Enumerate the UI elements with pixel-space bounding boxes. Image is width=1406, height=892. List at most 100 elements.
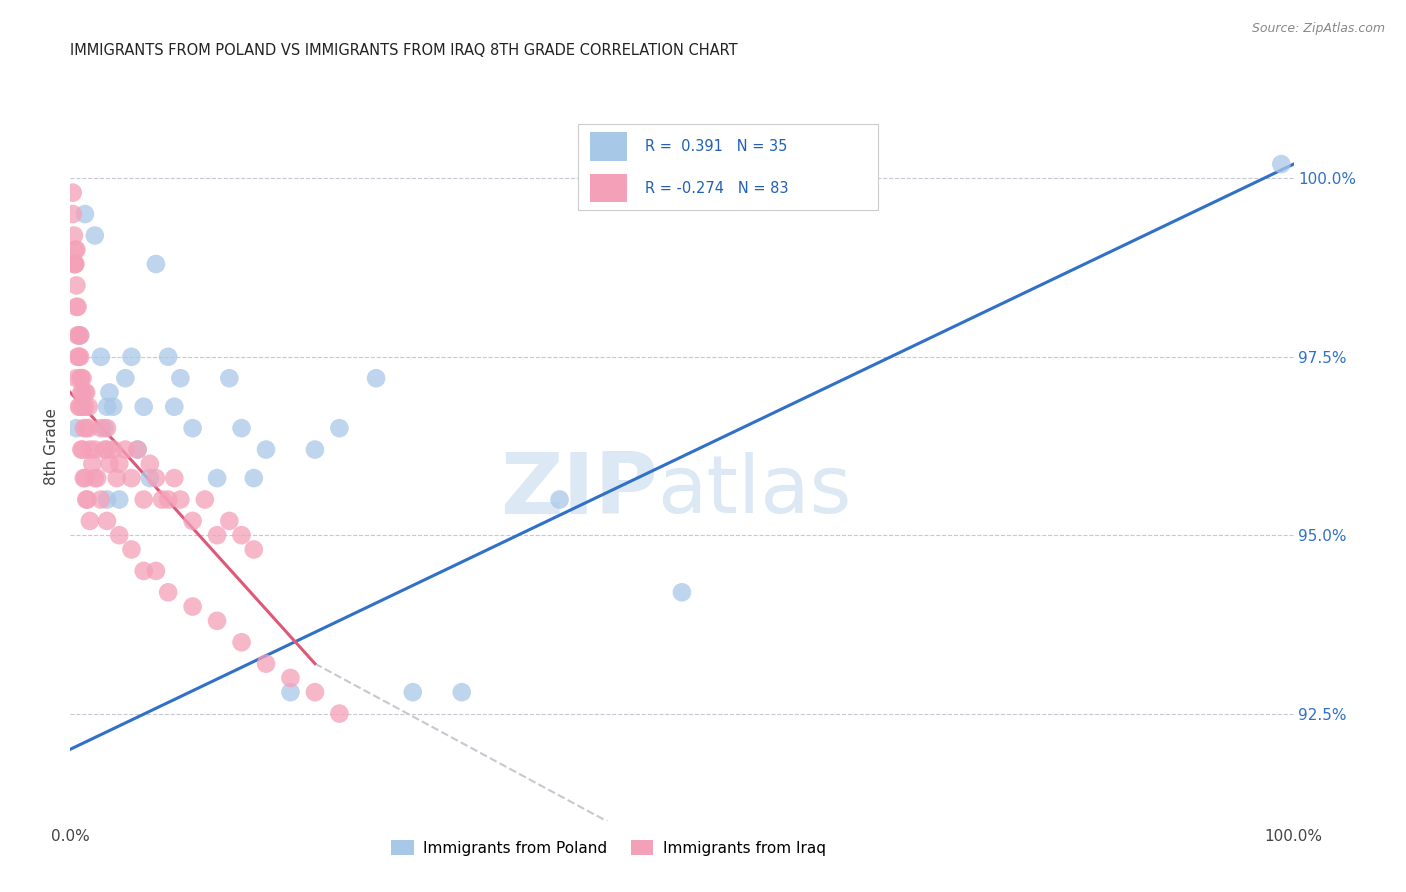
Point [77, 400, 100, 414]
Point [86, 471, 108, 485]
Point [163, 471, 186, 485]
Point [83, 471, 105, 485]
Text: R = -0.274   N = 83: R = -0.274 N = 83 [645, 181, 789, 195]
Point [73, 385, 96, 400]
Legend: Immigrants from Poland, Immigrants from Iraq: Immigrants from Poland, Immigrants from … [385, 833, 832, 862]
Point [150, 492, 173, 507]
Point [66, 300, 89, 314]
Point [67, 328, 90, 343]
Point [96, 514, 118, 528]
Point [105, 471, 128, 485]
Point [69, 328, 91, 343]
Point [145, 471, 167, 485]
Point [77, 421, 100, 435]
Point [66, 328, 89, 343]
Point [108, 457, 131, 471]
Point [73, 207, 96, 221]
Point [69, 350, 91, 364]
Point [73, 471, 96, 485]
Point [90, 350, 112, 364]
Point [73, 471, 96, 485]
Point [328, 421, 350, 435]
Point [157, 492, 180, 507]
Point [72, 400, 94, 414]
Point [98, 385, 121, 400]
Y-axis label: 8th Grade: 8th Grade [44, 408, 59, 484]
FancyBboxPatch shape [578, 124, 877, 210]
Point [65, 421, 87, 435]
Point [70, 442, 93, 457]
FancyBboxPatch shape [591, 174, 627, 202]
Point [205, 614, 228, 628]
Point [671, 585, 693, 599]
Point [157, 585, 180, 599]
Point [548, 492, 571, 507]
Point [67, 400, 90, 414]
Point [83, 442, 105, 457]
Point [79, 514, 101, 528]
Point [72, 371, 94, 385]
Point [62, 186, 84, 200]
Point [63, 257, 86, 271]
Point [70, 385, 93, 400]
Point [181, 421, 204, 435]
Point [169, 492, 191, 507]
Point [304, 442, 326, 457]
Point [96, 400, 118, 414]
Point [402, 685, 425, 699]
Point [75, 492, 97, 507]
Point [82, 457, 104, 471]
Point [218, 514, 240, 528]
Point [127, 442, 149, 457]
Point [96, 421, 118, 435]
Point [145, 257, 167, 271]
Point [280, 685, 302, 699]
Point [69, 400, 91, 414]
Point [96, 492, 118, 507]
Point [231, 528, 253, 542]
Point [73, 421, 96, 435]
Point [132, 564, 155, 578]
Point [69, 371, 91, 385]
Point [328, 706, 350, 721]
Point [450, 685, 472, 699]
Point [63, 257, 86, 271]
Point [93, 442, 115, 457]
Point [62, 207, 84, 221]
Point [108, 492, 131, 507]
Point [163, 400, 186, 414]
Point [79, 442, 101, 457]
Point [114, 442, 136, 457]
Point [63, 228, 86, 243]
Point [63, 243, 86, 257]
Point [67, 350, 90, 364]
Point [254, 442, 277, 457]
Point [98, 457, 121, 471]
Point [181, 514, 204, 528]
Point [169, 371, 191, 385]
Point [65, 278, 87, 293]
Point [218, 371, 240, 385]
Point [101, 400, 124, 414]
Point [66, 350, 89, 364]
Point [73, 400, 96, 414]
Text: R =  0.391   N = 35: R = 0.391 N = 35 [645, 139, 787, 154]
Point [65, 300, 87, 314]
Point [145, 564, 167, 578]
Point [243, 542, 266, 557]
Point [72, 442, 94, 457]
Text: atlas: atlas [658, 452, 852, 530]
Point [132, 400, 155, 414]
Point [132, 492, 155, 507]
Point [139, 457, 162, 471]
Point [254, 657, 277, 671]
Point [69, 328, 91, 343]
Point [108, 528, 131, 542]
Point [121, 350, 143, 364]
Point [366, 371, 388, 385]
Text: IMMIGRANTS FROM POLAND VS IMMIGRANTS FROM IRAQ 8TH GRADE CORRELATION CHART: IMMIGRANTS FROM POLAND VS IMMIGRANTS FRO… [70, 43, 738, 58]
Point [121, 542, 143, 557]
Point [65, 243, 87, 257]
Point [157, 350, 180, 364]
Point [194, 492, 217, 507]
